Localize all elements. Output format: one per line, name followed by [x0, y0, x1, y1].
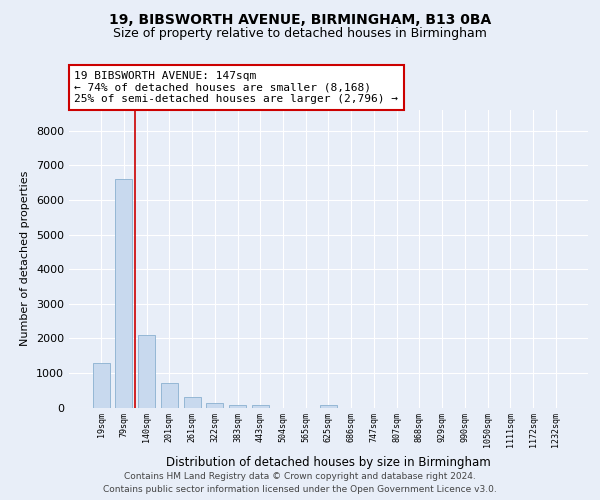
- Y-axis label: Number of detached properties: Number of detached properties: [20, 171, 31, 346]
- Text: 19 BIBSWORTH AVENUE: 147sqm
← 74% of detached houses are smaller (8,168)
25% of : 19 BIBSWORTH AVENUE: 147sqm ← 74% of det…: [74, 71, 398, 104]
- Text: 19, BIBSWORTH AVENUE, BIRMINGHAM, B13 0BA: 19, BIBSWORTH AVENUE, BIRMINGHAM, B13 0B…: [109, 12, 491, 26]
- Bar: [138, 335, 155, 407]
- Bar: [115, 179, 133, 408]
- Text: Contains HM Land Registry data © Crown copyright and database right 2024.: Contains HM Land Registry data © Crown c…: [124, 472, 476, 481]
- Bar: [252, 406, 269, 407]
- Text: Size of property relative to detached houses in Birmingham: Size of property relative to detached ho…: [113, 28, 487, 40]
- Bar: [206, 403, 223, 407]
- Bar: [184, 398, 200, 407]
- Bar: [320, 406, 337, 407]
- Text: Contains public sector information licensed under the Open Government Licence v3: Contains public sector information licen…: [103, 485, 497, 494]
- Bar: [161, 384, 178, 407]
- Bar: [92, 362, 110, 408]
- X-axis label: Distribution of detached houses by size in Birmingham: Distribution of detached houses by size …: [166, 456, 491, 468]
- Bar: [229, 405, 246, 407]
